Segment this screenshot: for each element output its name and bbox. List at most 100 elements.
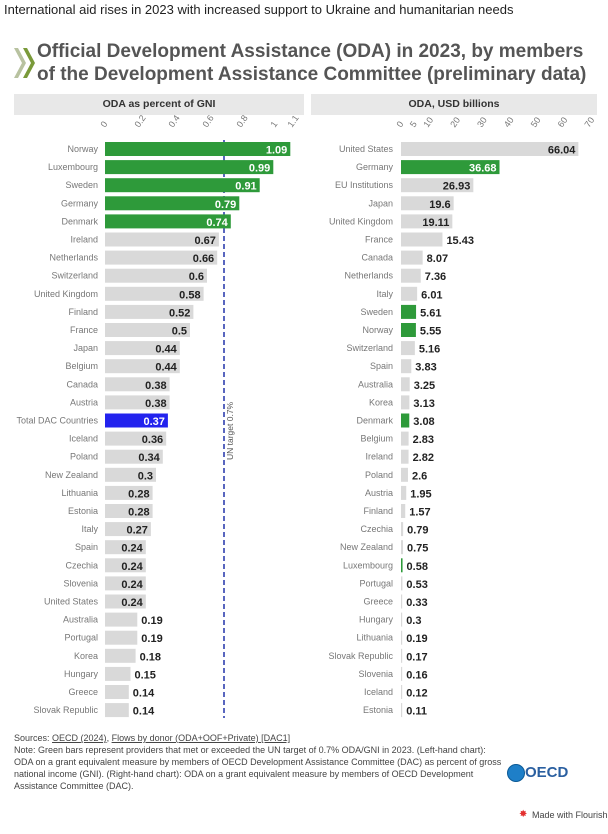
data-label-0-2: 0.91 — [235, 181, 256, 193]
category-label-0-20: Estonia — [68, 506, 98, 516]
bar-1-31 — [401, 703, 403, 718]
bar-1-6 — [401, 250, 423, 265]
bar-1-2 — [401, 178, 474, 193]
bar-0-1 — [105, 160, 274, 175]
bar-1-24 — [401, 576, 403, 591]
made-with-flourish-link[interactable]: Made with Flourish — [532, 810, 608, 820]
data-label-0-19: 0.28 — [128, 488, 149, 500]
bar-1-17 — [401, 449, 409, 464]
data-label-1-22: 0.75 — [407, 543, 428, 555]
right-panel-header: ODA, USD billions — [311, 94, 597, 115]
bar-0-16 — [105, 431, 167, 446]
bar-1-10 — [401, 323, 416, 337]
bar-0-10 — [105, 323, 190, 337]
category-label-1-25: Greece — [363, 597, 393, 607]
bar-0-0 — [105, 142, 291, 156]
data-label-0-7: 0.6 — [189, 271, 204, 283]
category-label-0-14: Austria — [70, 397, 98, 407]
category-label-0-2: Sweden — [65, 180, 98, 190]
data-label-1-10: 5.55 — [420, 326, 441, 338]
left-panel-header: ODA as percent of GNI — [14, 94, 304, 115]
tick-label-0-5: 1 — [268, 119, 279, 129]
data-label-1-28: 0.17 — [406, 651, 427, 663]
category-label-1-29: Slovenia — [358, 669, 393, 679]
source-separator: , — [106, 733, 112, 743]
tick-label-1-1: 5 — [408, 119, 419, 129]
data-label-1-23: 0.58 — [407, 561, 428, 573]
category-label-0-22: Spain — [75, 542, 98, 552]
category-label-1-20: Finland — [363, 506, 393, 516]
category-label-0-8: United Kingdom — [34, 289, 98, 299]
bar-0-5 — [105, 232, 219, 247]
bar-0-27 — [105, 630, 138, 645]
bar-0-23 — [105, 558, 146, 573]
data-label-1-31: 0.11 — [406, 706, 427, 718]
category-label-0-23: Czechia — [65, 560, 98, 570]
category-label-1-23: Luxembourg — [343, 560, 393, 570]
tick-label-0-1: 0.2 — [132, 113, 147, 129]
bar-1-0 — [401, 142, 579, 156]
category-label-1-27: Lithuania — [356, 633, 393, 643]
bar-0-28 — [105, 648, 136, 663]
data-label-1-9: 5.61 — [420, 307, 441, 319]
category-label-0-16: Iceland — [69, 434, 98, 444]
bar-0-12 — [105, 359, 180, 374]
category-label-1-1: Germany — [356, 162, 394, 172]
data-label-1-24: 0.53 — [406, 579, 427, 591]
bar-1-7 — [401, 268, 421, 283]
data-label-0-8: 0.58 — [179, 289, 200, 301]
data-label-1-15: 3.08 — [413, 416, 434, 428]
category-label-0-19: Lithuania — [61, 488, 98, 498]
bar-0-2 — [105, 178, 260, 193]
bar-1-26 — [401, 612, 403, 627]
data-label-1-14: 3.13 — [413, 398, 434, 410]
category-label-1-30: Iceland — [364, 687, 393, 697]
data-label-0-28: 0.18 — [140, 651, 161, 663]
bar-0-24 — [105, 576, 146, 591]
category-label-1-10: Norway — [362, 325, 393, 335]
data-label-0-12: 0.44 — [155, 362, 177, 374]
oecd-logo[interactable]: OECD — [525, 764, 569, 781]
top-banner: International aid rises in 2023 with inc… — [0, 0, 608, 20]
data-label-1-7: 7.36 — [425, 271, 446, 283]
category-label-0-24: Slovenia — [63, 578, 98, 588]
tick-label-1-0: 0 — [394, 119, 405, 129]
category-label-0-21: Italy — [81, 524, 98, 534]
category-label-1-21: Czechia — [360, 524, 393, 534]
tick-label-1-6: 50 — [529, 115, 543, 129]
data-label-0-14: 0.38 — [145, 398, 166, 410]
category-label-0-31: Slovak Republic — [33, 705, 98, 715]
data-label-0-30: 0.14 — [133, 688, 155, 700]
category-label-1-13: Australia — [358, 379, 393, 389]
bar-0-4 — [105, 214, 231, 229]
chart-title: Official Development Assistance (ODA) in… — [37, 41, 587, 85]
source-link-oecd[interactable]: OECD (2024) — [52, 733, 107, 743]
category-label-1-8: Italy — [376, 289, 393, 299]
data-label-1-25: 0.33 — [406, 597, 427, 609]
category-label-1-26: Hungary — [359, 615, 394, 625]
bar-0-11 — [105, 341, 180, 356]
data-label-0-27: 0.19 — [141, 633, 162, 645]
source-link-dac1[interactable]: Flows by donor (ODA+OOF+Private) [DAC1] — [111, 733, 291, 743]
data-label-0-0: 1.09 — [266, 145, 287, 157]
category-label-0-5: Ireland — [70, 235, 98, 245]
category-label-1-4: United Kingdom — [329, 216, 393, 226]
data-label-0-3: 0.79 — [215, 199, 236, 211]
data-label-0-24: 0.24 — [121, 579, 143, 591]
bar-0-30 — [105, 685, 129, 699]
bar-1-22 — [401, 540, 404, 555]
tick-label-1-5: 40 — [502, 115, 516, 129]
bar-0-22 — [105, 540, 146, 555]
bar-1-1 — [401, 160, 500, 175]
data-label-0-18: 0.3 — [138, 470, 153, 482]
bar-0-31 — [105, 703, 129, 718]
category-label-0-29: Hungary — [64, 669, 99, 679]
data-label-1-26: 0.3 — [406, 615, 421, 627]
data-label-1-19: 1.95 — [410, 488, 431, 500]
category-label-0-6: Netherlands — [49, 253, 98, 263]
data-label-0-16: 0.36 — [142, 434, 163, 446]
bar-0-29 — [105, 666, 131, 681]
data-label-1-17: 2.82 — [413, 452, 434, 464]
top-banner-text: International aid rises in 2023 with inc… — [4, 2, 514, 17]
